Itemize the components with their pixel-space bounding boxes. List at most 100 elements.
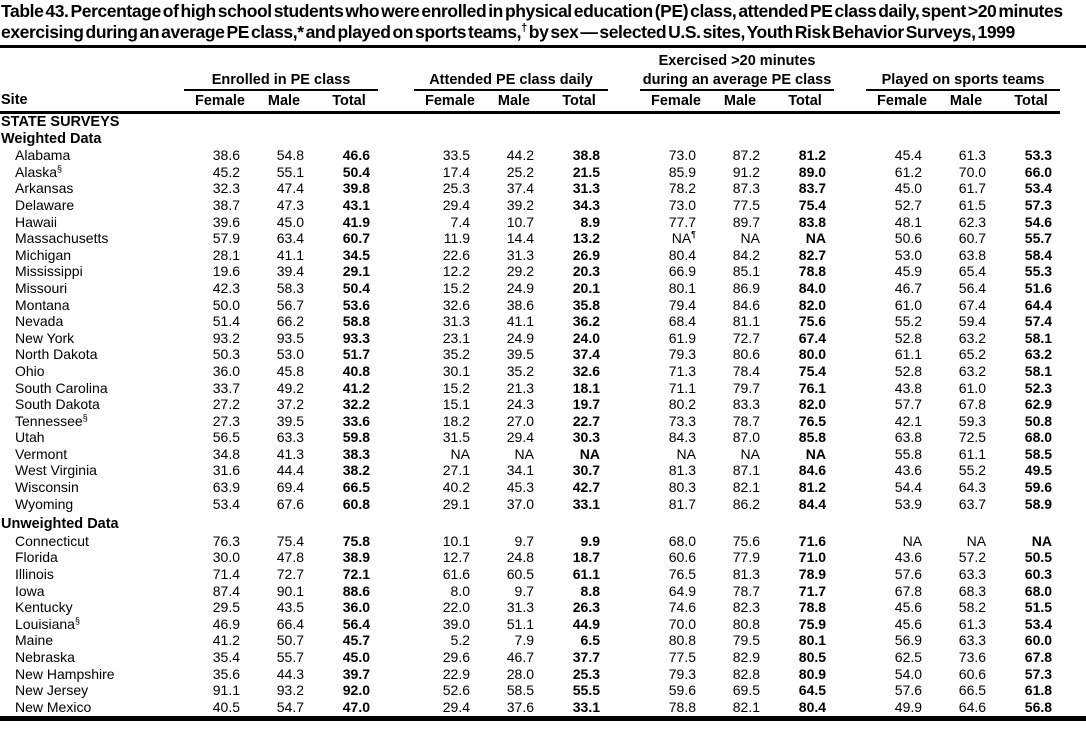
column-spacer (608, 479, 640, 496)
site-cell: Maine (15, 632, 54, 649)
group-header-enrolled-line1 (184, 48, 378, 69)
value-cell: 45.6 (894, 615, 923, 632)
value-cell: 50.0 (212, 296, 240, 313)
table-title: Table 43. Percentage of high school stud… (1, 1, 1063, 42)
value-cell: 52.8 (894, 362, 923, 379)
value-cell: 76.5 (668, 566, 696, 583)
value-cell: 59.8 (342, 429, 370, 446)
value-cell: 69.5 (732, 682, 760, 699)
value-cell: 85.8 (798, 429, 827, 446)
value-cell: 68.4 (668, 313, 696, 330)
value-cell: 46.7 (506, 649, 534, 665)
value-cell: 58.8 (342, 313, 370, 330)
group-header-attended-line1 (414, 48, 608, 69)
site-cell: West Virginia (15, 462, 97, 479)
value-cell: 61.3 (958, 147, 987, 164)
value-cell: 41.2 (212, 632, 240, 649)
value-cell: 89.7 (732, 213, 760, 230)
column-spacer (834, 363, 866, 380)
value-cell: 71.3 (668, 362, 696, 379)
value-cell: 31.6 (212, 462, 240, 479)
site-cell: New York (15, 329, 75, 346)
value-cell: 58.1 (1024, 329, 1053, 346)
column-spacer (378, 396, 414, 413)
value-cell: 19.7 (572, 396, 600, 413)
value-cell: 76.5 (798, 412, 827, 429)
value-cell: 43.5 (276, 599, 304, 616)
site-cell: Hawaii (15, 213, 58, 230)
table-row: Nebraska 35.4 55.7 45.0 29.6 46.7 37.7 77.5 82.9… (0, 649, 1060, 666)
column-spacer (378, 446, 414, 463)
value-cell: 44.9 (572, 615, 600, 632)
value-cell: 80.6 (732, 346, 760, 363)
site-cell: Florida (15, 549, 58, 566)
value-cell: 71.0 (798, 549, 827, 566)
value-cell: 78.4 (732, 362, 760, 379)
value-cell: 72.1 (342, 566, 370, 583)
value-cell: 52.3 (1024, 379, 1053, 396)
value-cell: 75.4 (798, 196, 827, 213)
column-spacer (608, 180, 640, 197)
column-spacer (378, 682, 414, 699)
value-cell: 61.1 (894, 346, 923, 363)
value-cell: 82.9 (732, 649, 760, 665)
value-cell: 40.2 (442, 479, 470, 496)
column-spacer (378, 280, 414, 297)
value-cell: 47.3 (276, 196, 304, 213)
value-cell: 31.3 (506, 246, 534, 263)
column-spacer (834, 330, 866, 347)
value-cell: 40.5 (212, 698, 240, 715)
value-cell: 38.8 (572, 147, 600, 164)
value-cell: 32.3 (212, 180, 240, 197)
value-cell: 35.8 (572, 296, 600, 313)
value-cell: 26.9 (572, 246, 600, 263)
column-spacer (608, 616, 640, 633)
column-spacer (608, 297, 640, 314)
column-spacer (378, 429, 414, 446)
table-row: New York 93.2 93.5 93.3 23.1 24.9 24.0 61.9 72.7… (0, 330, 1060, 347)
value-cell: 80.3 (668, 479, 696, 496)
value-cell: 79.7 (732, 379, 760, 396)
value-cell: 80.4 (798, 698, 827, 715)
value-cell: 38.6 (506, 296, 534, 313)
table-row: Montana 50.0 56.7 53.6 32.6 38.6 35.8 79.4 84.6 8… (0, 297, 1060, 314)
value-cell: 38.9 (342, 549, 370, 566)
value-cell: 37.4 (572, 346, 600, 363)
value-cell: 52.8 (894, 329, 923, 346)
column-spacer (378, 413, 414, 430)
value-cell: 8.9 (580, 213, 600, 230)
value-cell: 10.7 (506, 213, 534, 230)
value-cell: 24.0 (572, 329, 600, 346)
value-cell: 68.0 (1024, 582, 1053, 599)
value-cell: 45.8 (276, 362, 304, 379)
value-cell: 39.2 (506, 196, 534, 213)
value-cell: 49.5 (1024, 462, 1053, 479)
table-body: STATE SURVEYS Weighted Data Alabama 38.6 54.… (0, 113, 1060, 716)
value-cell: 54.4 (894, 479, 923, 496)
column-spacer (608, 413, 640, 430)
value-cell: 56.4 (958, 279, 987, 296)
value-cell: 45.2 (212, 163, 240, 180)
value-cell: 15.1 (442, 396, 470, 413)
table-row: Utah 56.5 63.3 59.8 31.5 29.4 30.3 84.3 87.0 85.8… (0, 429, 1060, 446)
value-cell: 51.5 (1024, 599, 1053, 616)
value-cell: 68.3 (958, 582, 987, 599)
value-cell: 74.6 (668, 599, 696, 616)
value-cell: 45.0 (276, 213, 304, 230)
column-header-total: Total (994, 90, 1061, 114)
value-cell: 71.7 (798, 582, 827, 599)
value-cell: 11.9 (443, 230, 470, 247)
value-cell: 48.1 (894, 213, 923, 230)
value-cell: 64.9 (668, 582, 696, 599)
value-cell: 43.6 (894, 549, 923, 566)
value-cell: 51.4 (212, 313, 240, 330)
value-cell: 34.5 (342, 246, 370, 263)
value-cell: NA (902, 532, 923, 549)
column-spacer (834, 479, 866, 496)
value-cell: 91.1 (212, 682, 240, 699)
value-cell: 54.7 (276, 698, 304, 715)
value-cell: 47.4 (276, 180, 304, 197)
column-spacer (608, 496, 640, 513)
column-header-total: Total (542, 90, 608, 114)
value-cell: NA (805, 445, 827, 462)
